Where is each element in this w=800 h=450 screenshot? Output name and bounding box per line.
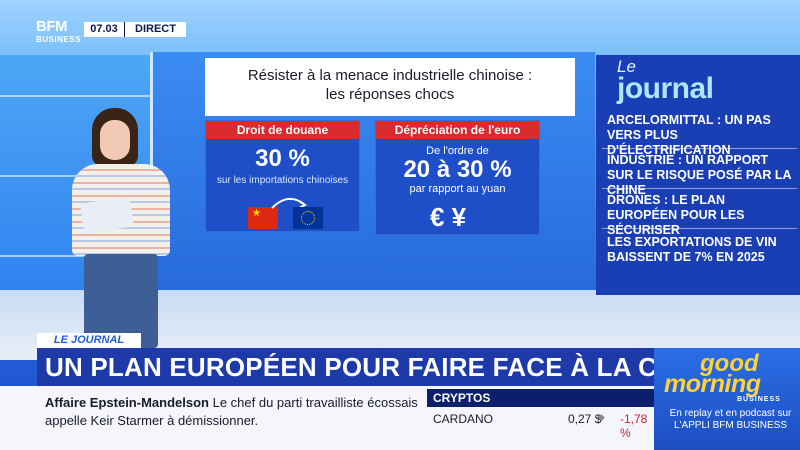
le-journal-logo: Le journal (617, 57, 714, 105)
infographic-title-line1: Résister à la menace industrielle chinoi… (247, 67, 533, 84)
presenter (60, 108, 180, 348)
show-logo-business: BUSINESS (737, 396, 781, 403)
replay-notice: En replay et en podcast sur L'APPLI BFM … (669, 408, 792, 431)
crypto-change: -1,78 % (620, 412, 648, 440)
euro-depreciation-heading: Dépréciation de l'euro (376, 121, 539, 139)
headline-item: ARCELORMITTAL : UN PAS VERS PLUS D'ÉLECT… (607, 113, 771, 157)
journal-panel (596, 55, 800, 295)
headline-divider (602, 228, 797, 229)
crypto-header (427, 389, 654, 407)
presenter-face (100, 120, 130, 160)
live-badge: DIRECT (124, 22, 186, 37)
euro-depreciation-caption: par rapport au yuan (409, 183, 506, 195)
show-logo-good: good (700, 350, 759, 377)
customs-duty-heading: Droit de douane (206, 121, 359, 139)
trend-arrow-icon: ◆ (598, 412, 605, 422)
bfm-business-logo: BFM BUSINESS (36, 19, 82, 49)
customs-duty-value: 30 % (255, 145, 310, 172)
headline-item: DRONES : LE PLAN EUROPÉEN POUR LES SÉCUR… (607, 193, 745, 237)
euro-depreciation-value: 20 à 30 % (403, 156, 512, 183)
headline-divider (602, 188, 797, 189)
crypto-title: CRYPTOS (433, 391, 491, 405)
infographic-title: Résister à la menace industrielle chinoi… (205, 58, 575, 116)
euro-depreciation-prefix: De l'ordre de (426, 145, 489, 157)
crypto-value: 0,27 $ (568, 412, 602, 426)
logo-business: BUSINESS (36, 35, 81, 44)
headline-divider (602, 148, 797, 149)
headline-bar (37, 348, 654, 386)
crypto-row: CARDANO 0,27 $ ◆ -1,78 % (433, 412, 653, 440)
show-logo-box (654, 348, 800, 450)
ticker-body: Le chef du parti travailliste écossais a… (45, 395, 418, 428)
wall-stripe (0, 95, 150, 97)
show-logo-morning: morning (664, 370, 761, 398)
euro-yuan-icon: € ¥ (430, 202, 467, 232)
china-flag-icon: ★ (248, 207, 278, 229)
ticker-topic: Affaire Epstein-Mandelson (45, 395, 209, 410)
crypto-name: CARDANO (433, 412, 494, 426)
journal-brand-journal: journal (617, 72, 714, 105)
main-headline: UN PLAN EUROPÉEN POUR FAIRE FACE À LA CH… (45, 352, 721, 382)
headline-item: LES EXPORTATIONS DE VIN BAISSENT DE 7% E… (607, 235, 777, 264)
eu-flag-icon (293, 207, 323, 229)
presenter-jeans (84, 254, 158, 348)
euro-depreciation-card: Dépréciation de l'euro De l'ordre de 20 … (375, 120, 540, 235)
ticker-text: Affaire Epstein-Mandelson Le chef du par… (45, 394, 420, 430)
logo-bfm: BFM (36, 18, 68, 35)
journal-brand-le: Le (617, 57, 636, 76)
headline-item: INDUSTRIE : UN RAPPORT SUR LE RISQUE POS… (607, 153, 792, 197)
infographic-title-line2: les réponses chocs (325, 86, 455, 103)
customs-duty-caption: sur les importations chinoises (216, 175, 349, 186)
clock: 07.03 (84, 22, 124, 37)
customs-duty-card: Droit de douane 30 % sur les importation… (205, 120, 360, 232)
section-tag: LE JOURNAL (37, 333, 141, 348)
wall-stripe (0, 255, 150, 257)
